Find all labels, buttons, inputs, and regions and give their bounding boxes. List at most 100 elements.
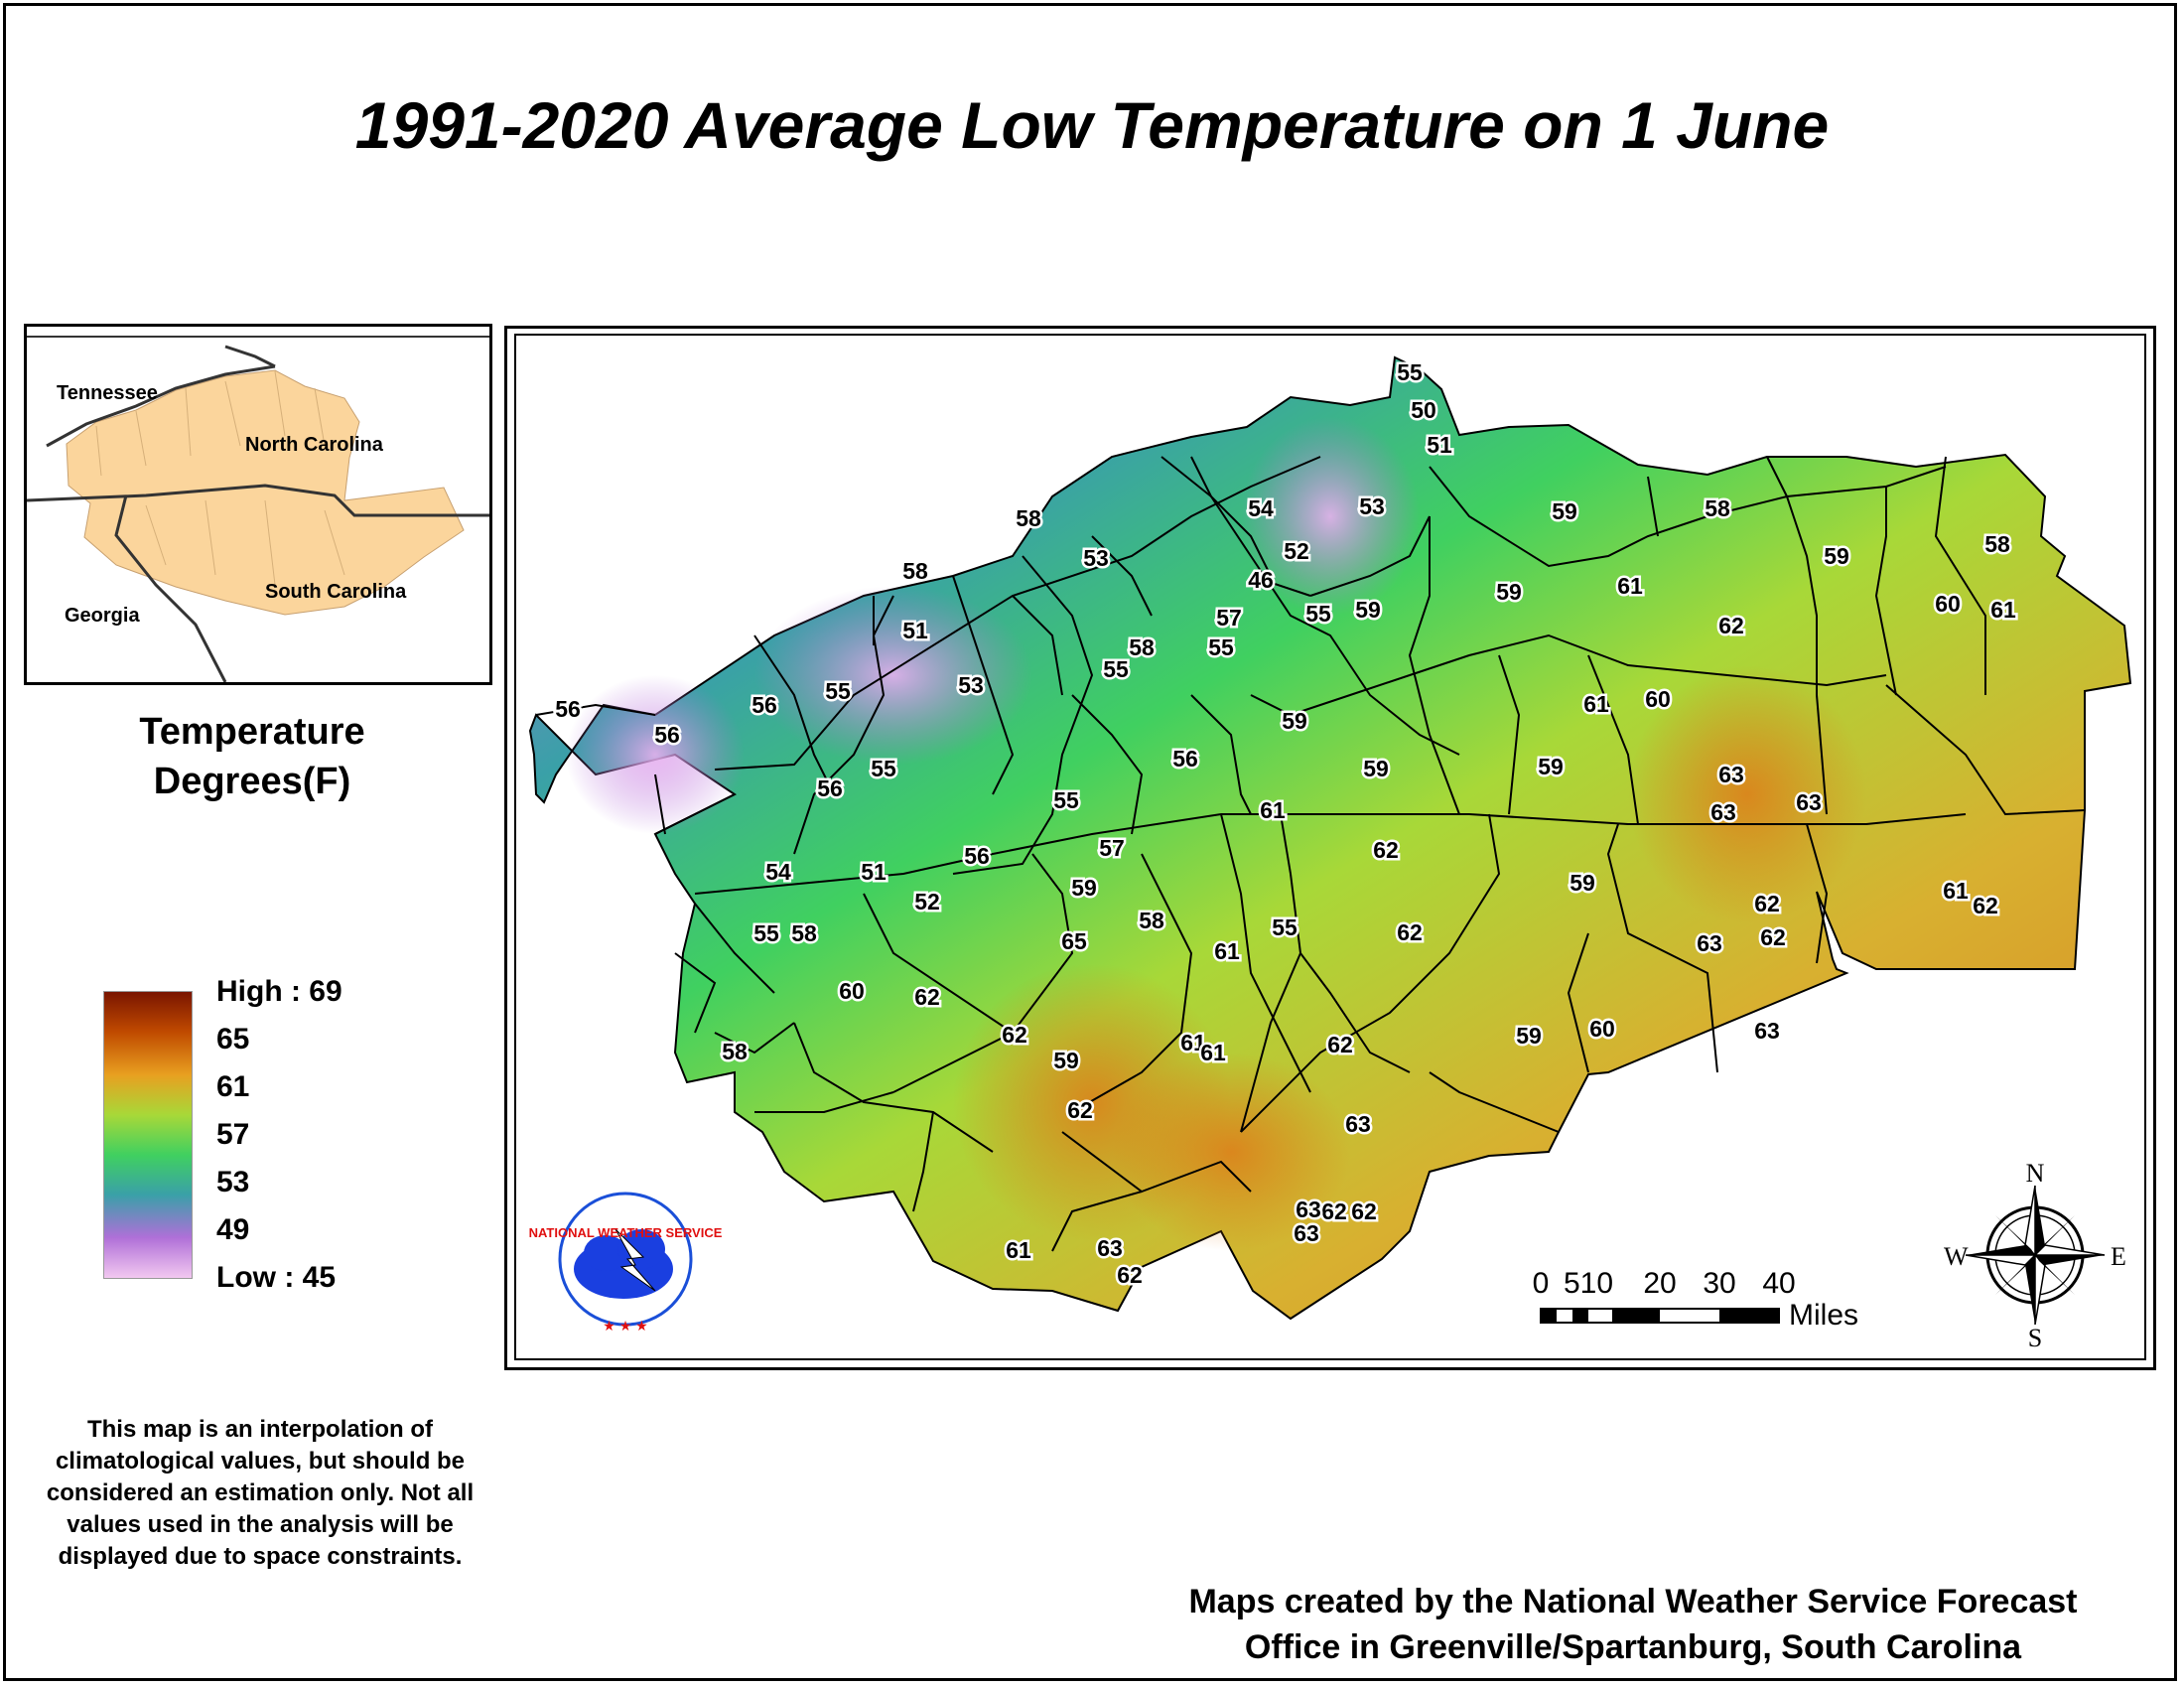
legend-title-line2: Degrees(F) [153, 761, 351, 802]
temperature-label: 53 [1359, 493, 1385, 519]
temperature-label: 57 [1216, 605, 1242, 631]
temperature-label: 54 [1248, 495, 1274, 521]
scale-label-510: 510 [1564, 1267, 1613, 1300]
temperature-label: 62 [1760, 924, 1786, 950]
temperature-label: 54 [765, 859, 791, 885]
temperature-label: 59 [1538, 754, 1564, 779]
temperature-label: 59 [1570, 870, 1595, 896]
temperature-label: 60 [1589, 1016, 1615, 1042]
legend-title: Temperature Degrees(F) [24, 707, 480, 806]
warm-spot-southeast [1112, 1053, 1350, 1251]
temperature-label: 55 [1053, 787, 1079, 813]
temperature-label: 61 [1214, 938, 1240, 964]
map-frame-outer [504, 326, 2156, 1370]
temperature-label: 53 [958, 672, 984, 698]
cool-spot-mountains [754, 586, 1032, 765]
credit-line1: Maps created by the National Weather Ser… [1188, 1583, 2078, 1620]
temperature-label: 61 [1617, 573, 1643, 599]
inset-label-north-carolina: North Carolina [245, 434, 383, 456]
temperature-label: 55 [1305, 601, 1331, 627]
nws-logo-stars-icon: ★ ★ ★ [603, 1318, 647, 1334]
temperature-label: 65 [1061, 928, 1087, 954]
disclaimer-text: This map is an interpolation of climatol… [46, 1416, 475, 1570]
temperature-label: 57 [1099, 835, 1125, 861]
temperature-label: 56 [751, 692, 777, 718]
temperature-label: 58 [1129, 634, 1155, 660]
temperature-label: 58 [1705, 495, 1730, 521]
temperature-label: 62 [1718, 613, 1744, 638]
temperature-label: 63 [1754, 1018, 1780, 1044]
compass-s: S [2028, 1324, 2042, 1352]
scale-unit: Miles [1789, 1299, 1858, 1332]
legend-tick-53: 53 [216, 1166, 250, 1198]
temperature-label: 59 [1824, 543, 1849, 569]
temperature-label: 62 [1397, 919, 1423, 945]
compass-w: W [1944, 1242, 1969, 1271]
temperature-label: 59 [1552, 498, 1577, 524]
inset-label-tennessee: Tennessee [57, 382, 158, 404]
temperature-label: 61 [1583, 691, 1609, 717]
legend-color-ramp [103, 991, 193, 1279]
temperature-label: 56 [964, 843, 990, 869]
scale-label-40: 40 [1762, 1267, 1795, 1300]
nc-sc-fill [66, 369, 465, 616]
temperature-label: 63 [1097, 1235, 1123, 1261]
temperature-label: 62 [1002, 1022, 1027, 1048]
credit-line2: Office in Greenville/Spartanburg, South … [1244, 1628, 2022, 1666]
temperature-label: 63 [1296, 1196, 1321, 1222]
temperature-label: 63 [1345, 1111, 1371, 1137]
temperature-label: 60 [1645, 686, 1671, 712]
temperature-label: 62 [1327, 1032, 1353, 1057]
temperature-label: 59 [1355, 597, 1381, 623]
temperature-label: 51 [1427, 432, 1452, 458]
temperature-label: 58 [902, 558, 928, 584]
legend-title-line1: Temperature [139, 711, 365, 753]
temperature-label: 62 [1973, 893, 1998, 918]
temperature-label: 62 [1117, 1262, 1143, 1288]
temperature-label: 62 [1351, 1198, 1377, 1224]
scale-label-20: 20 [1643, 1267, 1676, 1300]
state-border-north [46, 364, 276, 448]
temperature-label: 62 [1067, 1097, 1093, 1123]
legend-tick-61: 61 [216, 1070, 250, 1103]
temperature-label: 63 [1697, 930, 1722, 956]
nws-logo-text: NATIONAL WEATHER SERVICE [529, 1225, 723, 1240]
legend-tick-49: 49 [216, 1213, 250, 1246]
map-title: 1991-2020 Average Low Temperature on 1 J… [354, 88, 1830, 162]
legend-tick-65: 65 [216, 1023, 250, 1055]
temperature-label: 59 [1053, 1048, 1079, 1073]
inset-label-georgia: Georgia [65, 605, 140, 627]
inset-label-south-carolina: South Carolina [265, 581, 407, 603]
temperature-label: 51 [861, 859, 887, 885]
temperature-label: 61 [1200, 1040, 1226, 1065]
warm-spot-east [1628, 665, 1866, 923]
temperature-label: 58 [1016, 505, 1041, 531]
temperature-label: 55 [1397, 359, 1423, 385]
temperature-label: 61 [1260, 797, 1286, 823]
lightning-bolt-icon [614, 1228, 656, 1292]
temperature-label: 56 [555, 696, 581, 722]
state-border-tn-va [224, 345, 276, 368]
temperature-label: 62 [1754, 891, 1780, 916]
scale-label-30: 30 [1703, 1267, 1735, 1300]
temperature-label: 63 [1718, 762, 1744, 787]
temperature-label: 59 [1363, 756, 1389, 781]
temperature-label: 52 [1284, 538, 1309, 564]
county-boundaries [535, 456, 2086, 1252]
inset-locator-map: Tennessee North Carolina Georgia South C… [24, 324, 492, 685]
nws-logo: NATIONAL WEATHER SERVICE ★ ★ ★ [529, 1192, 723, 1334]
temperature-label: 58 [1139, 908, 1164, 933]
temperature-label: 61 [1990, 597, 2016, 623]
temperature-label: 50 [1411, 397, 1436, 423]
temperature-label: 58 [1984, 531, 2010, 557]
temperature-label: 55 [1272, 914, 1297, 940]
compass-n: N [2026, 1159, 2045, 1188]
compass-e: E [2111, 1242, 2126, 1271]
temperature-label: 61 [1943, 878, 1969, 904]
temperature-label: 55 [1208, 634, 1234, 660]
temperature-label: 60 [839, 978, 865, 1004]
temperature-label: 61 [1006, 1237, 1031, 1263]
temperature-label: 55 [1103, 656, 1129, 682]
